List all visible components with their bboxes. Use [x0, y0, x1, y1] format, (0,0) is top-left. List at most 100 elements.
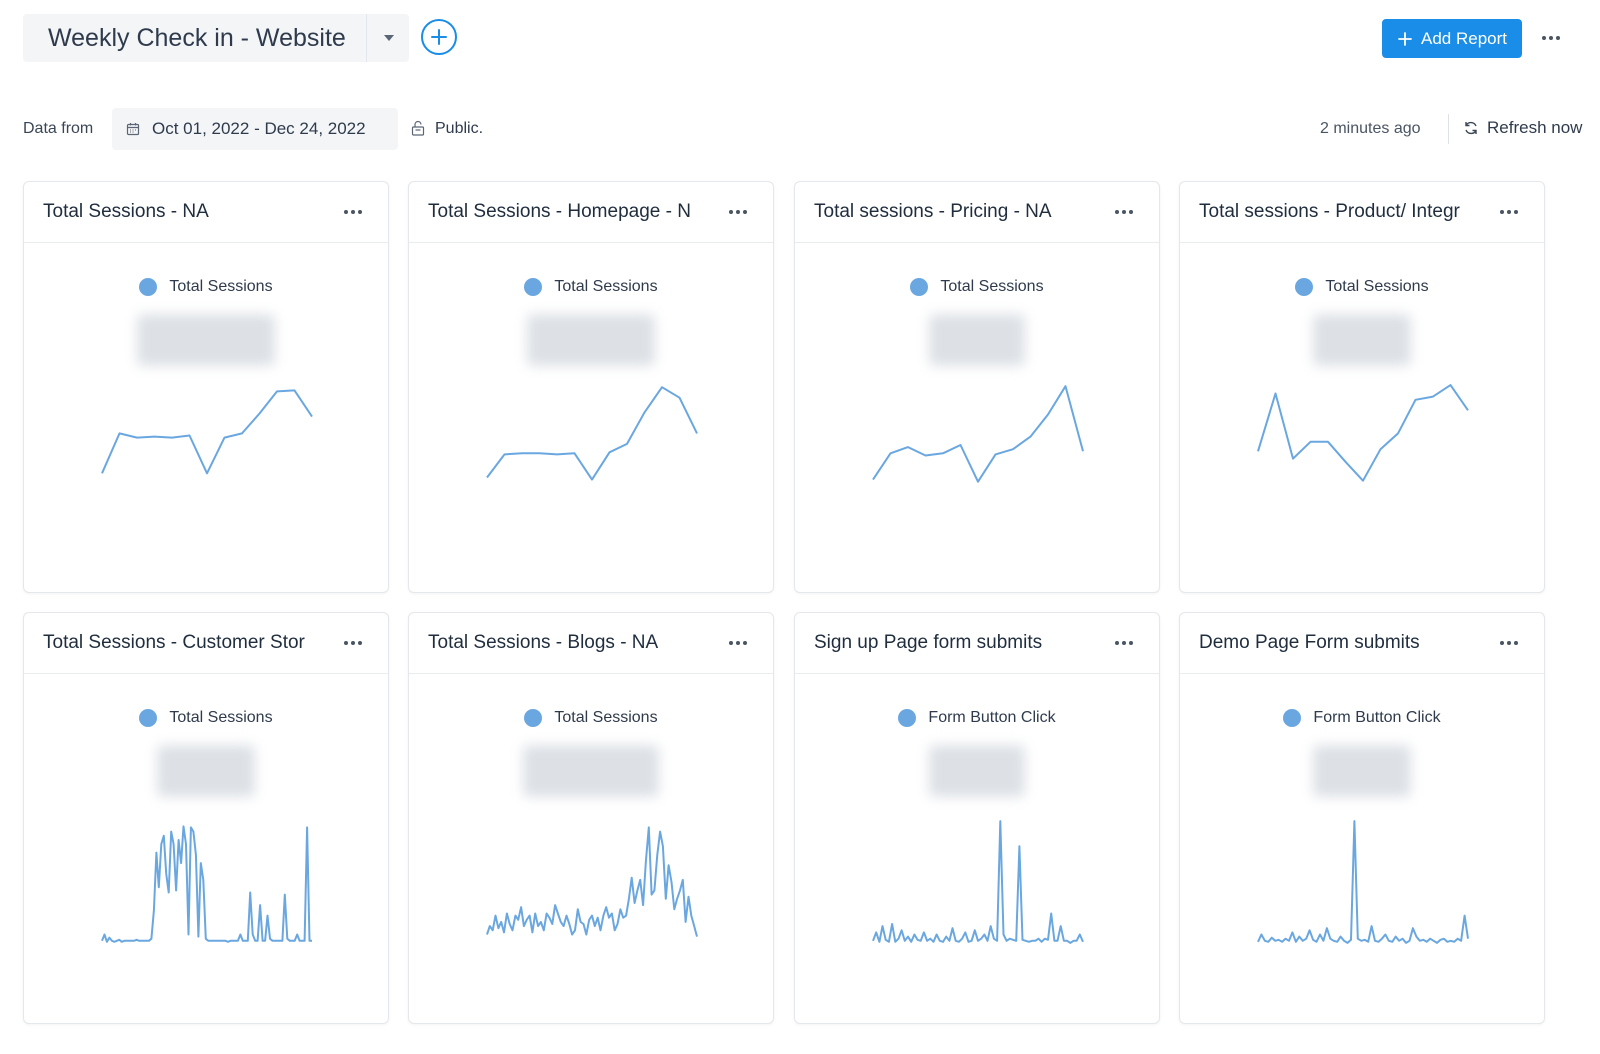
- sparkline-chart: [872, 385, 1084, 483]
- report-card[interactable]: Total Sessions - Customer Stor Total Sess…: [23, 612, 389, 1024]
- series-line: [486, 386, 698, 481]
- metric-value: 17,38: [137, 314, 275, 366]
- data-from-label: Data from: [23, 120, 94, 137]
- filter-row: Data from Oct 01, 2022 - Dec 24, 2022 Pu…: [0, 108, 1600, 150]
- series-line: [872, 820, 1084, 944]
- legend-label: Total Sessions: [1325, 278, 1429, 295]
- report-card[interactable]: Total Sessions - Homepage - N Total Sessi…: [408, 181, 774, 593]
- legend-swatch: [1295, 278, 1314, 296]
- series-line: [486, 826, 698, 937]
- legend-label: Total Sessions: [169, 278, 273, 295]
- metric-value: 11,30: [527, 314, 655, 366]
- legend-swatch: [524, 278, 543, 296]
- chart-legend: Form Button Click: [795, 709, 1159, 727]
- series-line: [1257, 820, 1469, 944]
- legend-swatch: [910, 278, 929, 296]
- sparkline-chart: [872, 820, 1084, 944]
- card-header: Total sessions - Pricing - NA: [795, 182, 1159, 243]
- sparkline-chart: [486, 386, 698, 481]
- sparkline-chart: [1257, 820, 1469, 944]
- add-report-button[interactable]: Add Report: [1382, 19, 1522, 58]
- card-more-icon[interactable]: [725, 204, 751, 220]
- legend-label: Form Button Click: [928, 709, 1056, 726]
- card-header: Total Sessions - Customer Stor: [24, 613, 388, 674]
- card-header: Total Sessions - Blogs - NA: [409, 613, 773, 674]
- calendar-icon: [126, 123, 140, 136]
- chevron-down-icon[interactable]: [366, 14, 410, 62]
- more-options-icon[interactable]: [1538, 28, 1564, 48]
- refresh-label: Refresh now: [1487, 118, 1583, 137]
- report-card[interactable]: Total sessions - Pricing - NA Total Sessi…: [794, 181, 1160, 593]
- legend-swatch: [139, 709, 158, 727]
- card-more-icon[interactable]: [725, 635, 751, 651]
- series-line: [101, 825, 312, 943]
- series-line: [101, 389, 313, 475]
- chart-legend: Total Sessions: [795, 278, 1159, 296]
- report-card[interactable]: Total Sessions - Blogs - NA Total Session…: [408, 612, 774, 1024]
- metric-value: 2,87: [157, 745, 255, 797]
- dashboard-title: Weekly Check in - Website: [48, 23, 346, 52]
- legend-label: Total Sessions: [554, 709, 658, 726]
- card-header: Demo Page Form submits: [1180, 613, 1544, 674]
- chart-legend: Total Sessions: [409, 278, 773, 296]
- card-title[interactable]: Total sessions - Pricing - NA: [814, 201, 1052, 222]
- legend-swatch: [524, 709, 543, 727]
- visibility-label[interactable]: Public.: [435, 120, 484, 137]
- chart-legend: Total Sessions: [24, 278, 388, 296]
- metric-value: 1,89: [1313, 745, 1411, 797]
- add-dashboard-button[interactable]: [421, 19, 457, 55]
- last-updated-label: 2 minutes ago: [1320, 120, 1421, 137]
- report-card[interactable]: Total Sessions - NA Total Sessions 17,38: [23, 181, 389, 593]
- refresh-icon: [1465, 121, 1477, 135]
- series-line: [1257, 384, 1469, 482]
- card-title[interactable]: Total Sessions - NA: [43, 201, 209, 222]
- legend-label: Total Sessions: [554, 278, 658, 295]
- card-title[interactable]: Sign up Page form submits: [814, 632, 1043, 653]
- legend-swatch: [1283, 709, 1302, 727]
- card-header: Sign up Page form submits: [795, 613, 1159, 674]
- plus-icon: [431, 29, 447, 45]
- card-header: Total Sessions - NA: [24, 182, 388, 243]
- card-header: Total sessions - Product/ Integr: [1180, 182, 1544, 243]
- card-more-icon[interactable]: [340, 204, 366, 220]
- card-header: Total Sessions - Homepage - N: [409, 182, 773, 243]
- refresh-button[interactable]: Refresh now: [1463, 118, 1582, 138]
- metric-value: 3,83: [929, 745, 1025, 797]
- lock-open-icon: [411, 120, 425, 136]
- legend-swatch: [139, 278, 158, 296]
- card-more-icon[interactable]: [1496, 635, 1522, 651]
- chart-legend: Total Sessions: [409, 709, 773, 727]
- plus-icon: [1398, 31, 1412, 46]
- divider: [1448, 114, 1449, 144]
- sparkline-chart: [486, 826, 698, 937]
- sparkline-chart: [1257, 384, 1469, 482]
- legend-label: Form Button Click: [1313, 709, 1441, 726]
- metric-value: 5,491: [523, 745, 659, 797]
- card-title[interactable]: Total Sessions - Homepage - N: [428, 201, 691, 222]
- card-title[interactable]: Total Sessions - Customer Stor: [43, 632, 305, 653]
- card-title[interactable]: Demo Page Form submits: [1199, 632, 1420, 653]
- chart-legend: Total Sessions: [1180, 278, 1544, 296]
- chart-legend: Total Sessions: [24, 709, 388, 727]
- add-report-label: Add Report: [1421, 28, 1507, 48]
- metric-value: 5,60: [1313, 314, 1411, 366]
- top-bar: Weekly Check in - Website Add Report: [0, 0, 1600, 80]
- card-title[interactable]: Total sessions - Product/ Integr: [1199, 201, 1460, 222]
- date-range-picker[interactable]: Oct 01, 2022 - Dec 24, 2022: [112, 108, 398, 150]
- report-card[interactable]: Demo Page Form submits Form Button Click 1…: [1179, 612, 1545, 1024]
- metric-value: 8,23: [929, 314, 1025, 366]
- card-more-icon[interactable]: [1111, 635, 1137, 651]
- card-title[interactable]: Total Sessions - Blogs - NA: [428, 632, 659, 653]
- series-line: [872, 385, 1084, 483]
- card-more-icon[interactable]: [1111, 204, 1137, 220]
- sparkline-chart: [101, 825, 312, 943]
- legend-label: Total Sessions: [940, 278, 1044, 295]
- card-more-icon[interactable]: [1496, 204, 1522, 220]
- sparkline-chart: [101, 389, 313, 475]
- report-card[interactable]: Total sessions - Product/ Integr Total Se…: [1179, 181, 1545, 593]
- date-range-text: Oct 01, 2022 - Dec 24, 2022: [152, 119, 366, 138]
- card-more-icon[interactable]: [340, 635, 366, 651]
- report-card[interactable]: Sign up Page form submits Form Button Cli…: [794, 612, 1160, 1024]
- chart-legend: Form Button Click: [1180, 709, 1544, 727]
- dashboard-selector[interactable]: Weekly Check in - Website: [23, 14, 409, 62]
